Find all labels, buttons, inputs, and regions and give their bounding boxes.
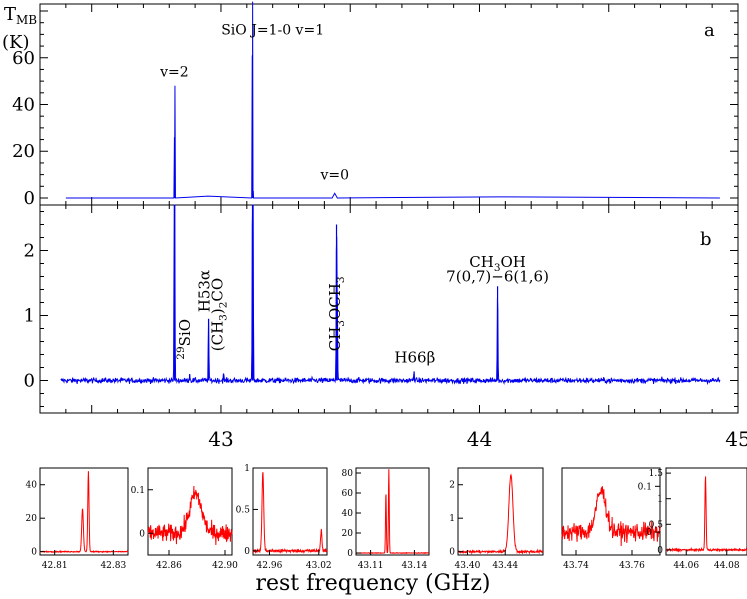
inset-x-tick-label: 42.90: [212, 561, 238, 571]
spectrum-b-line: [60, 204, 721, 386]
inset-x-tick-label: 43.76: [619, 561, 645, 571]
annotation: SiO J=1-0 v=1: [221, 22, 324, 38]
inset-x-tick-label: 42.81: [42, 561, 68, 571]
x-tick-label: 44: [467, 427, 492, 451]
inset-x-tick-label: 43.14: [402, 561, 428, 571]
inset-y-tick-label: 1: [657, 495, 663, 505]
y-tick-label: 0: [24, 188, 35, 209]
inset-frame: [457, 467, 544, 556]
panel-label-b: b: [700, 229, 712, 250]
y-tick-label: 2: [24, 241, 35, 262]
annotation: 7(0,7)−6(1,6): [446, 268, 549, 286]
inset-frame: [39, 467, 129, 556]
inset-y-tick-label: 0: [449, 548, 455, 558]
y-tick-label: 60: [12, 48, 35, 69]
inset-y-tick-label: 0: [139, 529, 145, 539]
inset-y-tick-label: 0.5: [236, 505, 251, 515]
inset-x-tick-label: 43.02: [306, 561, 332, 571]
inset-frame: [252, 467, 328, 556]
y-axis-unit: (K): [2, 32, 30, 53]
inset-x-tick-label: 44.06: [673, 561, 699, 571]
inset-frame: [665, 467, 747, 556]
inset-x-tick-label: 43.11: [358, 561, 384, 571]
y-tick-label: 20: [12, 141, 35, 162]
annotation: v=0: [319, 167, 349, 183]
annotation: H66β: [394, 348, 435, 366]
inset-spectrum-line: [252, 472, 328, 555]
inset-y-tick-label: 0: [347, 549, 353, 559]
y-tick-label: 0: [24, 371, 35, 392]
inset-y-tick-label: 80: [342, 469, 354, 479]
inset-y-tick-label: 0.1: [131, 486, 145, 496]
inset-spectrum-line: [39, 471, 129, 554]
inset-y-tick-label: 40: [26, 481, 38, 491]
inset-x-tick-label: 42.96: [257, 561, 283, 571]
inset-spectrum-line: [561, 486, 661, 547]
inset-y-tick-label: 0.1: [638, 482, 652, 492]
inset-y-tick-label: 20: [342, 529, 354, 539]
inset-y-tick-label: 1.5: [649, 469, 664, 479]
inset-x-tick-label: 43.44: [492, 561, 518, 571]
inset-y-tick-label: 0: [657, 546, 663, 556]
annotation: 29SiO: [175, 319, 194, 360]
annotation: H53α: [195, 270, 213, 312]
annotation: v=2: [159, 64, 189, 80]
y-axis-label: TMB: [4, 4, 37, 27]
inset-spectrum-line: [457, 473, 544, 555]
inset-frame: [147, 467, 233, 556]
y-tick-label: 1: [24, 306, 35, 327]
inset-frame: [561, 467, 661, 556]
inset-y-tick-label: 1: [244, 464, 250, 474]
annotation: CH3OH: [469, 253, 526, 274]
inset-y-tick-label: 0.5: [649, 520, 664, 530]
x-tick-label: 43: [208, 427, 233, 451]
inset-x-tick-label: 43.74: [563, 561, 589, 571]
inset-y-tick-label: 1: [449, 514, 455, 524]
inset-y-tick-label: 0: [244, 547, 250, 557]
x-tick-label: 45: [725, 427, 747, 451]
inset-y-tick-label: 40: [342, 509, 354, 519]
x-axis-label: rest frequency (GHz): [255, 571, 490, 596]
annotation: CH3OCH3: [326, 276, 347, 351]
inset-spectrum-line: [665, 476, 747, 553]
inset-frame: [355, 467, 430, 556]
inset-spectrum-line: [147, 485, 233, 546]
inset-x-tick-label: 42.83: [100, 561, 126, 571]
spectrum-a-line: [65, 1, 720, 199]
inset-x-tick-label: 43.40: [455, 561, 481, 571]
panel-a-frame: [39, 3, 739, 206]
inset-y-tick-label: 60: [342, 489, 354, 499]
inset-y-tick-label: 2: [449, 481, 455, 491]
panel-label-a: a: [704, 20, 715, 41]
inset-y-tick-label: 20: [26, 514, 38, 524]
inset-y-tick-label: 0: [646, 528, 652, 538]
inset-y-tick-label: 0: [31, 548, 37, 558]
y-tick-label: 40: [12, 95, 35, 116]
inset-x-tick-label: 44.08: [714, 561, 740, 571]
inset-spectrum-line: [355, 469, 430, 555]
annotation: (CH3)2CO: [208, 278, 229, 351]
panel-b-frame: [39, 204, 739, 414]
inset-x-tick-label: 42.86: [156, 561, 182, 571]
